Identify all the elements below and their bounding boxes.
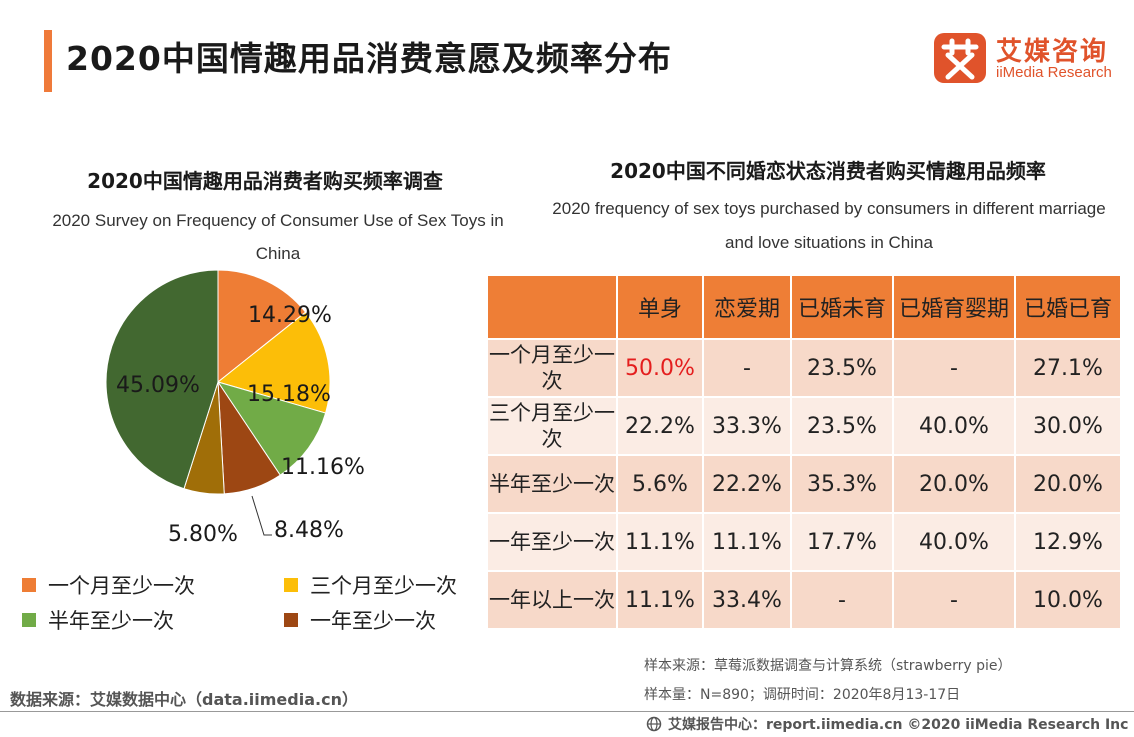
table-cell: 12.9% bbox=[1014, 512, 1122, 572]
slice-label-5: 45.09% bbox=[116, 373, 200, 398]
legend-swatch bbox=[22, 578, 36, 592]
row-header: 一个月至少一次 bbox=[486, 338, 618, 398]
slice-label-3: 8.48% bbox=[274, 518, 344, 543]
table-cell: 20.0% bbox=[1014, 454, 1122, 514]
sample-source-note: 样本来源：草莓派数据调查与计算系统（strawberry pie） bbox=[644, 658, 1012, 674]
pie-chart-subtitle: 2020 Survey on Frequency of Consumer Use… bbox=[52, 211, 504, 263]
table-cell: 23.5% bbox=[790, 396, 894, 456]
row-header: 一年以上一次 bbox=[486, 570, 618, 630]
slice-label-0: 14.29% bbox=[248, 303, 332, 328]
table-header-row: 单身 恋爱期 已婚未育 已婚育婴期 已婚已育 bbox=[486, 274, 1122, 340]
table-cell: 11.1% bbox=[702, 512, 792, 572]
table-row: 三个月至少一次 22.2% 33.3% 23.5% 40.0% 30.0% bbox=[486, 396, 1122, 456]
legend-item: 半年至少一次 bbox=[22, 605, 174, 635]
table-cell: 5.6% bbox=[616, 454, 704, 514]
table-row: 半年至少一次 5.6% 22.2% 35.3% 20.0% 20.0% bbox=[486, 454, 1122, 514]
pie-slice-2 bbox=[216, 381, 327, 476]
table-cell: 40.0% bbox=[892, 512, 1016, 572]
table-cell: - bbox=[790, 570, 894, 630]
table-cell: 22.2% bbox=[702, 454, 792, 514]
globe-icon bbox=[646, 716, 662, 732]
table-cell: - bbox=[892, 338, 1016, 398]
table-row: 一年以上一次 11.1% 33.4% - -10.0% bbox=[486, 570, 1122, 630]
table-row: 一个月至少一次 50.0% -23.5% -27.1% bbox=[486, 338, 1122, 398]
legend-label: 三个月至少一次 bbox=[310, 574, 457, 598]
marriage-frequency-table: 单身 恋爱期 已婚未育 已婚育婴期 已婚已育 一个月至少一次 50.0% -23.5% -27.… bbox=[486, 274, 1122, 630]
legend-swatch bbox=[284, 578, 298, 592]
table-subtitle: 2020 frequency of sex toys purchased by … bbox=[552, 199, 1106, 252]
table-cell: 33.3% bbox=[702, 396, 792, 456]
header-corner bbox=[486, 274, 618, 340]
legend-swatch bbox=[284, 613, 298, 627]
legend-label: 一年至少一次 bbox=[310, 609, 436, 633]
column-header: 已婚育婴期 bbox=[892, 274, 1016, 340]
row-header: 一年至少一次 bbox=[486, 512, 618, 572]
table-cell: 20.0% bbox=[892, 454, 1016, 514]
footer-divider bbox=[0, 711, 1134, 712]
data-source: 数据来源：艾媒数据中心（data.iimedia.cn） bbox=[10, 690, 358, 709]
legend-item: 一年至少一次 bbox=[284, 605, 436, 635]
legend-item: 三个月至少一次 bbox=[284, 570, 457, 600]
row-header: 半年至少一次 bbox=[486, 454, 618, 514]
row-header: 三个月至少一次 bbox=[486, 396, 618, 456]
table-cell: 27.1% bbox=[1014, 338, 1122, 398]
table-cell: 17.7% bbox=[790, 512, 894, 572]
table-title: 2020中国不同婚恋状态消费者购买情趣用品频率 bbox=[610, 159, 1046, 183]
table-cell: 40.0% bbox=[892, 396, 1016, 456]
leader-line bbox=[251, 495, 272, 536]
column-header: 恋爱期 bbox=[702, 274, 792, 340]
brand-name-en: iiMedia Research bbox=[996, 64, 1112, 81]
table-cell: 30.0% bbox=[1014, 396, 1122, 456]
pie-slice-5 bbox=[105, 270, 219, 490]
table-cell: - bbox=[702, 338, 792, 398]
legend-swatch bbox=[22, 613, 36, 627]
slice-label-1: 15.18% bbox=[247, 382, 331, 407]
table-cell: 33.4% bbox=[702, 570, 792, 630]
column-header: 单身 bbox=[616, 274, 704, 340]
title-accent-bar bbox=[44, 30, 52, 92]
table-cell: 23.5% bbox=[790, 338, 894, 398]
table-cell: 10.0% bbox=[1014, 570, 1122, 630]
sample-size-note: 样本量：N=890；调研时间：2020年8月13-17日 bbox=[644, 687, 961, 703]
column-header: 已婚未育 bbox=[790, 274, 894, 340]
table-cell: 22.2% bbox=[616, 396, 704, 456]
table-row: 一年至少一次 11.1% 11.1% 17.7% 40.0% 12.9% bbox=[486, 512, 1122, 572]
column-header: 已婚已育 bbox=[1014, 274, 1122, 340]
pie-slice-0 bbox=[217, 270, 307, 384]
pie-chart-title: 2020中国情趣用品消费者购买频率调查 bbox=[87, 169, 443, 193]
table-cell: 50.0% bbox=[616, 338, 704, 398]
footer-text: 艾媒报告中心：report.iimedia.cn ©2020 iiMedia R… bbox=[668, 717, 1129, 733]
table-cell: - bbox=[892, 570, 1016, 630]
slice-label-4: 5.80% bbox=[168, 522, 238, 547]
legend-item: 一个月至少一次 bbox=[22, 570, 195, 600]
slice-label-2: 11.16% bbox=[281, 455, 365, 480]
ai-logo-icon bbox=[934, 33, 986, 83]
table-cell: 11.1% bbox=[616, 570, 704, 630]
legend-label: 半年至少一次 bbox=[48, 609, 174, 633]
table-cell: 11.1% bbox=[616, 512, 704, 572]
pie-slice-1 bbox=[216, 311, 331, 414]
legend-label: 一个月至少一次 bbox=[48, 574, 195, 598]
page-title: 2020中国情趣用品消费意愿及频率分布 bbox=[66, 39, 672, 78]
brand-name-cn: 艾媒咨询 bbox=[996, 37, 1109, 67]
frequency-pie-chart: 14.29% 15.18% 11.16% 8.48% 5.80% 45.09% bbox=[105, 270, 365, 547]
table-cell: 35.3% bbox=[790, 454, 894, 514]
footer: 艾媒报告中心：report.iimedia.cn ©2020 iiMedia R… bbox=[646, 714, 1128, 734]
